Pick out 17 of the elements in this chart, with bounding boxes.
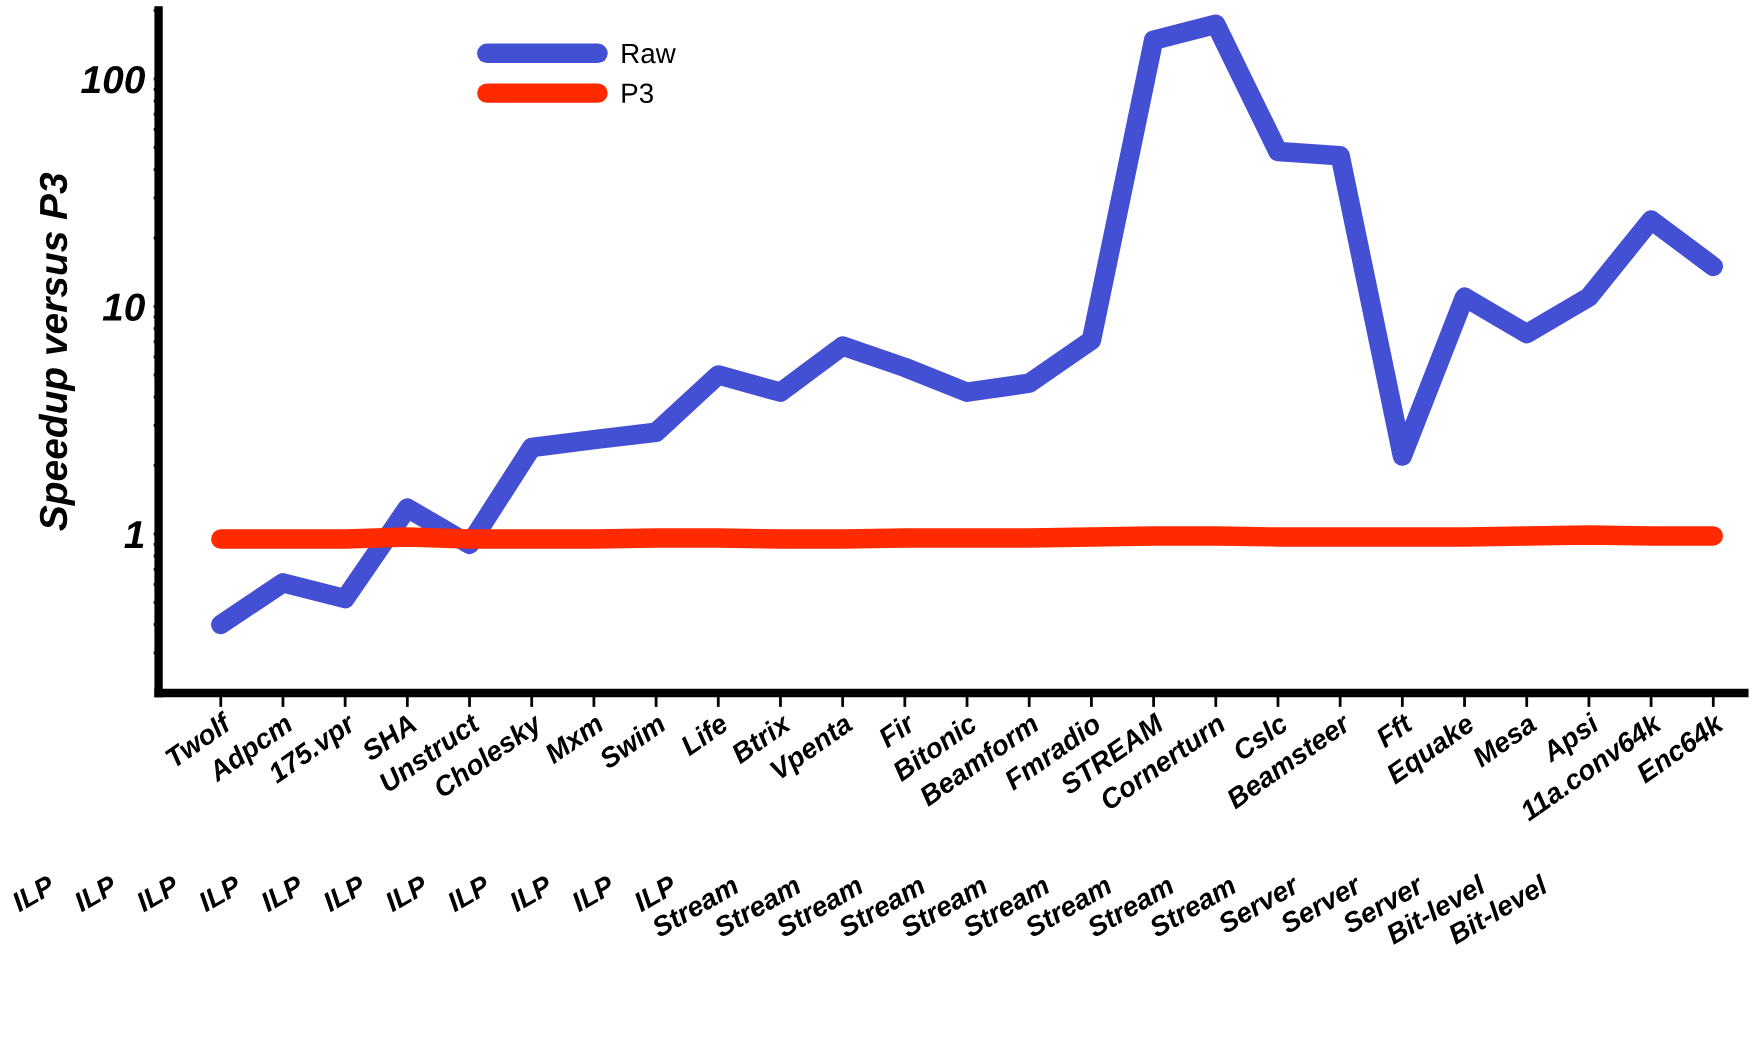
text: ILP: [445, 874, 493, 913]
y-tick-label: 10: [102, 293, 146, 321]
x-tick-label: Life: [678, 712, 730, 757]
legend-label: Raw: [622, 43, 676, 64]
text: ILP: [10, 874, 57, 913]
text: ILP: [72, 874, 119, 913]
y-tick-label: 1: [124, 521, 144, 549]
text: ILP: [507, 874, 555, 913]
text: ILP: [196, 874, 244, 913]
text: ILP: [258, 874, 306, 913]
y-axis-title: Speedup versus P3: [38, 172, 75, 531]
y-tick-label: 100: [81, 65, 146, 94]
text: ILP: [569, 874, 617, 913]
text: ILP: [321, 874, 368, 913]
text: ILP: [383, 874, 430, 913]
text: ILP: [134, 874, 182, 913]
legend-label: P3: [622, 83, 653, 104]
